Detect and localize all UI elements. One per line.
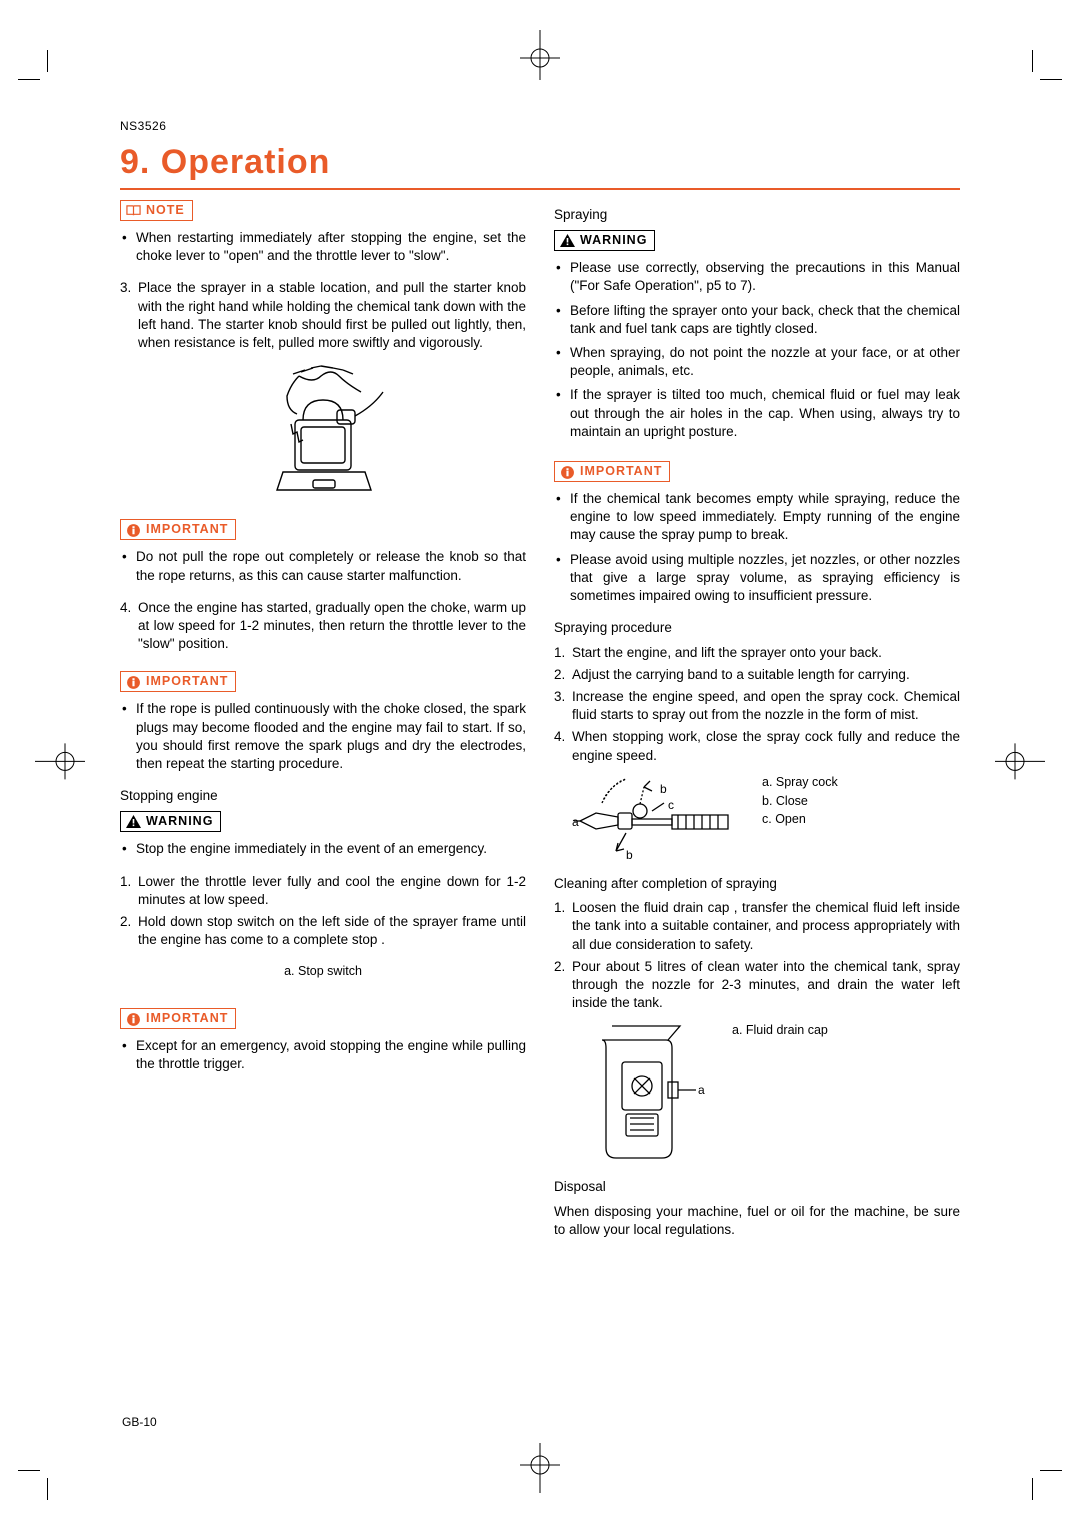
note-callout: NOTE (120, 200, 193, 221)
page-number: GB-10 (122, 1414, 157, 1430)
important-1-bullet: Do not pull the rope out completely or r… (120, 548, 526, 584)
important-label: IMPORTANT (146, 521, 228, 538)
page: NS3526 9. Operation NOTE When restarting… (0, 0, 1080, 1528)
drain-legend: a. Fluid drain cap (732, 1022, 828, 1039)
label-b: b (660, 782, 667, 796)
important-callout: IMPORTANT (120, 1008, 236, 1029)
important-2-bullet: If the rope is pulled continuously with … (120, 700, 526, 773)
step-4: Once the engine has started, gradually o… (120, 599, 526, 654)
drain-figure: a a. Fluid drain cap (572, 1018, 960, 1168)
spray-step-3: Increase the engine speed, and open the … (554, 688, 960, 724)
info-icon (126, 675, 141, 688)
label-a: a (572, 815, 579, 829)
info-icon (126, 1012, 141, 1025)
spray-warning-4: If the sprayer is tilted too much, chemi… (554, 386, 960, 441)
spray-warning-2: Before lifting the sprayer onto your bac… (554, 302, 960, 338)
spray-proc-heading: Spraying procedure (554, 619, 960, 637)
starter-figure (120, 362, 526, 507)
important-label: IMPORTANT (146, 1010, 228, 1027)
stop-step-1: Lower the throttle lever fully and cool … (120, 873, 526, 909)
important-callout: IMPORTANT (120, 519, 236, 540)
important-label: IMPORTANT (580, 463, 662, 480)
legend-a: a. Spray cock (762, 773, 838, 792)
warning-label: WARNING (146, 813, 213, 830)
spraying-heading: Spraying (554, 206, 960, 224)
info-icon (560, 465, 575, 478)
right-column: Spraying WARNING Please use correctly, o… (554, 200, 960, 1245)
section-title: 9. Operation (120, 140, 960, 190)
drain-label-a: a (698, 1083, 705, 1097)
label-c: c (668, 798, 674, 812)
stop-step-2: Hold down stop switch on the left side o… (120, 913, 526, 949)
stop-switch-caption: a. Stop switch (120, 963, 526, 980)
info-icon (126, 523, 141, 536)
book-icon (126, 204, 141, 217)
important-callout: IMPORTANT (554, 461, 670, 482)
label-b2: b (626, 848, 633, 862)
warning-callout: WARNING (120, 811, 221, 832)
spray-cock-figure: a b c b a. Spray cock b. Close c. Open (572, 773, 960, 863)
warning-label: WARNING (580, 232, 647, 249)
cleaning-step-1: Loosen the fluid drain cap , transfer th… (554, 899, 960, 954)
spray-step-4: When stopping work, close the spray cock… (554, 728, 960, 764)
model-code: NS3526 (120, 118, 960, 134)
warning-triangle-icon (560, 234, 575, 247)
important-callout: IMPORTANT (120, 671, 236, 692)
registration-mark-icon (35, 741, 85, 786)
legend-b: b. Close (762, 792, 838, 811)
spray-warning-1: Please use correctly, observing the prec… (554, 259, 960, 295)
step-3: Place the sprayer in a stable location, … (120, 279, 526, 352)
spray-cock-illustration-icon: a b c b (572, 773, 742, 863)
registration-mark-icon (510, 1443, 570, 1498)
legend-c: c. Open (762, 810, 838, 829)
starter-illustration-icon (243, 362, 403, 502)
drain-illustration-icon: a (572, 1018, 712, 1168)
registration-mark-icon (510, 30, 570, 85)
disposal-text: When disposing your machine, fuel or oil… (554, 1203, 960, 1239)
left-column: NOTE When restarting immediately after s… (120, 200, 526, 1245)
warning-callout: WARNING (554, 230, 655, 251)
important-label: IMPORTANT (146, 673, 228, 690)
spray-important-1: If the chemical tank becomes empty while… (554, 490, 960, 545)
note-label: NOTE (146, 202, 185, 219)
registration-mark-icon (995, 741, 1045, 786)
cleaning-step-2: Pour about 5 litres of clean water into … (554, 958, 960, 1013)
stopping-heading: Stopping engine (120, 787, 526, 805)
spray-important-2: Please avoid using multiple nozzles, jet… (554, 551, 960, 606)
content-area: NS3526 9. Operation NOTE When restarting… (120, 118, 960, 1428)
cleaning-heading: Cleaning after completion of spraying (554, 875, 960, 893)
note-bullet: When restarting immediately after stoppi… (120, 229, 526, 265)
warning-triangle-icon (126, 815, 141, 828)
spray-step-2: Adjust the carrying band to a suitable l… (554, 666, 960, 684)
spray-warning-3: When spraying, do not point the nozzle a… (554, 344, 960, 380)
warning-stop-bullet: Stop the engine immediately in the event… (120, 840, 526, 858)
spray-step-1: Start the engine, and lift the sprayer o… (554, 644, 960, 662)
disposal-heading: Disposal (554, 1178, 960, 1196)
important-3-bullet: Except for an emergency, avoid stopping … (120, 1037, 526, 1073)
